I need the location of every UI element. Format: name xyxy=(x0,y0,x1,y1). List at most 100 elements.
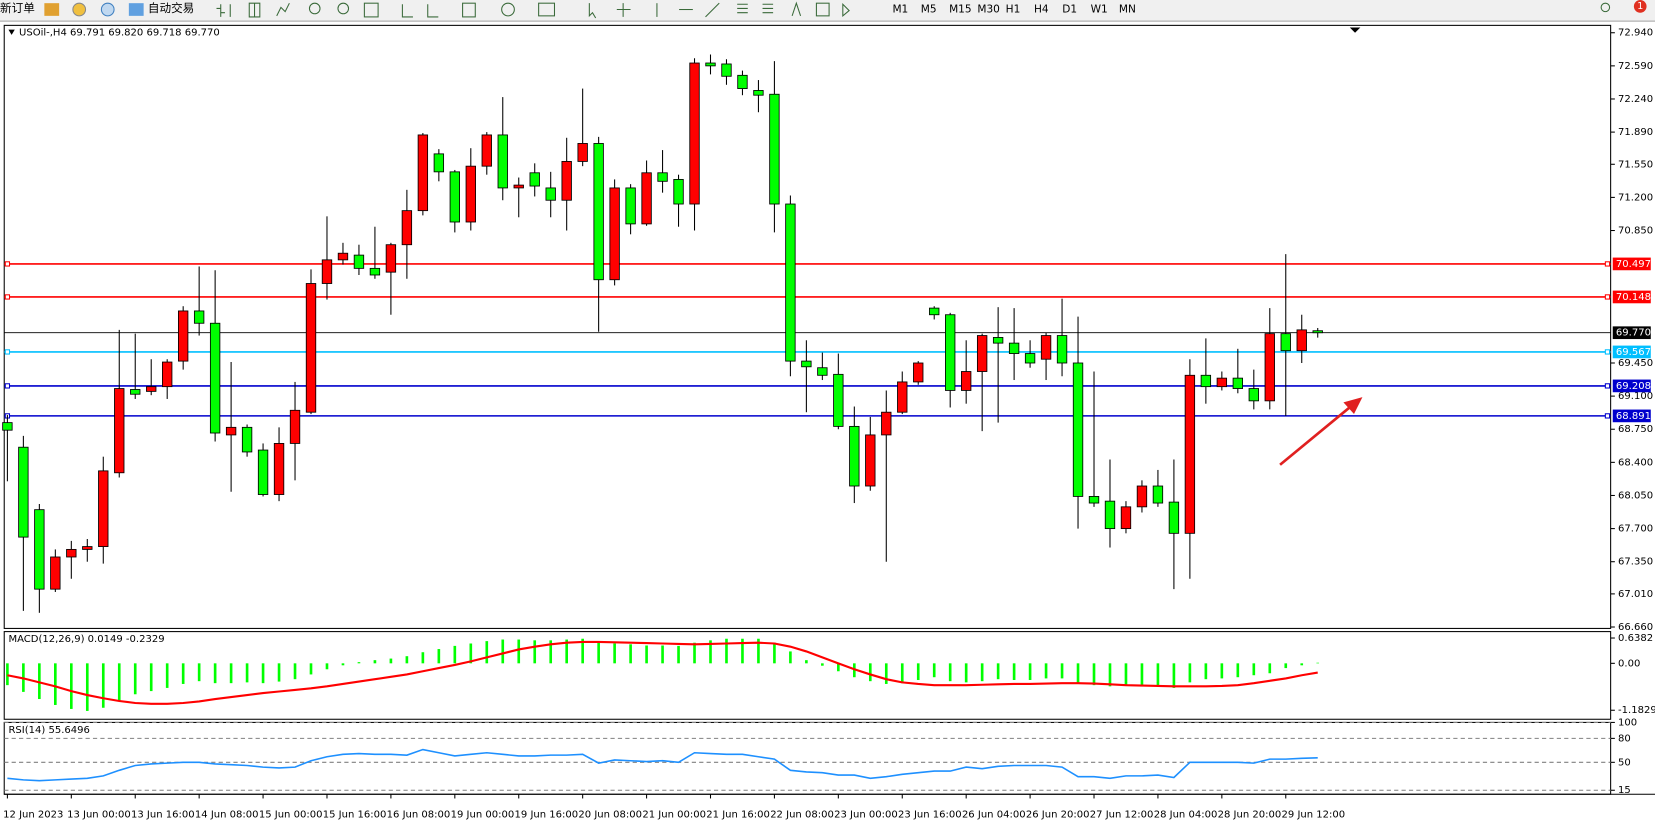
y-tick-label: 50 xyxy=(1618,757,1631,768)
level-label: 69.208 xyxy=(1616,381,1651,392)
notification-badge[interactable] xyxy=(1633,0,1647,13)
candle-body xyxy=(1104,500,1116,530)
timeframe-button[interactable]: M1 xyxy=(892,4,908,16)
x-tick-label: 22 Jun 08:00 xyxy=(770,809,834,820)
x-tick-label: 16 Jun 08:00 xyxy=(387,809,451,820)
candle-body xyxy=(66,548,77,558)
icon[interactable] xyxy=(501,2,515,17)
icon[interactable] xyxy=(762,3,774,14)
icon[interactable] xyxy=(815,2,830,17)
icon[interactable] xyxy=(128,3,144,16)
candle-body xyxy=(98,470,109,547)
icon[interactable] xyxy=(842,2,850,17)
icon[interactable] xyxy=(216,4,231,17)
x-tick-label: 26 Jun 04:00 xyxy=(962,809,1026,820)
y-tick-label: 67.350 xyxy=(1618,557,1653,568)
x-tick-label: 19 Jun 16:00 xyxy=(515,809,579,820)
timeframe-button[interactable]: M30 xyxy=(977,4,1000,16)
icon[interactable] xyxy=(276,2,290,17)
level-label-bg xyxy=(1612,379,1651,393)
x-tick-label: 21 Jun 00:00 xyxy=(642,809,706,820)
icon[interactable] xyxy=(462,2,476,18)
icon[interactable] xyxy=(737,3,748,14)
candle-body xyxy=(960,371,972,391)
icon[interactable] xyxy=(337,2,350,15)
candle-body xyxy=(193,310,205,324)
timeframe-button[interactable]: MN xyxy=(1119,4,1136,16)
icon[interactable] xyxy=(363,2,379,18)
candle-body xyxy=(209,322,221,434)
y-tick-label: 100 xyxy=(1618,717,1637,728)
candle-body xyxy=(529,172,540,187)
tool-icons[interactable] xyxy=(216,1,1611,19)
icon[interactable] xyxy=(401,4,413,18)
x-tick-label: 23 Jun 16:00 xyxy=(898,809,962,820)
icon[interactable] xyxy=(791,1,802,17)
level-handle xyxy=(4,383,11,389)
x-tick-label: 15 Jun 00:00 xyxy=(259,809,323,820)
y-tick-label: 68.400 xyxy=(1618,457,1653,468)
panel-frame xyxy=(3,24,1612,629)
panel-frame xyxy=(3,631,1612,720)
candle-body xyxy=(689,62,700,205)
candle-body xyxy=(1152,485,1164,504)
candle-body xyxy=(929,307,940,316)
candle-body xyxy=(321,259,333,284)
candle-body xyxy=(257,449,269,495)
icon[interactable] xyxy=(538,2,556,17)
level-handle xyxy=(4,261,11,267)
y-tick-label: 68.750 xyxy=(1618,424,1653,435)
candle-body xyxy=(769,93,780,205)
candle-body xyxy=(162,361,173,388)
timeframe-button[interactable]: H1 xyxy=(1006,4,1021,16)
icon[interactable] xyxy=(588,3,597,19)
badge-count: 1 xyxy=(1637,1,1643,12)
panel-header: RSI(14) 55.6496 xyxy=(8,725,89,736)
icon[interactable] xyxy=(705,2,720,18)
y-tick-label: 67.010 xyxy=(1618,589,1653,600)
search-icon[interactable] xyxy=(1600,2,1611,13)
icon[interactable] xyxy=(44,3,60,16)
candle-body xyxy=(1072,362,1084,497)
candle-body xyxy=(1088,495,1100,504)
candle-body xyxy=(1168,501,1180,534)
icon[interactable] xyxy=(72,2,87,17)
auto-trading-button[interactable]: 自动交易 xyxy=(148,1,194,15)
y-tick-label: 69.100 xyxy=(1618,391,1653,402)
level-label: 70.497 xyxy=(1616,259,1651,270)
toolbar-bg xyxy=(0,0,1655,22)
candle-body xyxy=(673,178,684,205)
new-order-button[interactable]: 新订单 xyxy=(0,1,35,15)
timeframe-button[interactable]: D1 xyxy=(1062,4,1077,16)
y-tick-label: 70.850 xyxy=(1618,226,1653,237)
timeframe-button[interactable]: W1 xyxy=(1091,4,1108,16)
y-tick-label: 72.240 xyxy=(1618,94,1653,105)
arrow-shaft xyxy=(1279,404,1353,466)
candle-body xyxy=(737,74,748,89)
y-tick-label: 69.450 xyxy=(1618,358,1653,369)
level-label-bg xyxy=(1612,345,1651,359)
candle-body xyxy=(1248,388,1259,402)
timeframe-button[interactable]: M5 xyxy=(921,4,937,16)
candle-body xyxy=(401,210,413,246)
candle-body xyxy=(785,203,796,362)
icon[interactable] xyxy=(100,2,115,17)
panel-frame xyxy=(3,721,1612,795)
level-handle xyxy=(1604,349,1611,355)
icon[interactable] xyxy=(308,2,321,15)
candle-body xyxy=(353,254,365,269)
level-label: 68.891 xyxy=(1616,411,1651,422)
timeframe-button[interactable]: M15 xyxy=(949,4,972,16)
y-tick-label: 71.200 xyxy=(1618,192,1653,203)
candle-body xyxy=(305,283,317,413)
candle-body xyxy=(433,153,445,173)
icon[interactable] xyxy=(248,2,261,18)
icon[interactable] xyxy=(616,3,631,17)
icon[interactable] xyxy=(427,4,439,18)
panel-header: USOil-,H4 69.791 69.820 69.718 69.770 xyxy=(19,28,220,39)
candle-body xyxy=(130,389,141,395)
timeframe-button[interactable]: H4 xyxy=(1034,4,1049,16)
candle-body xyxy=(577,143,588,162)
candle-body xyxy=(641,172,652,225)
candle-body xyxy=(337,252,349,261)
